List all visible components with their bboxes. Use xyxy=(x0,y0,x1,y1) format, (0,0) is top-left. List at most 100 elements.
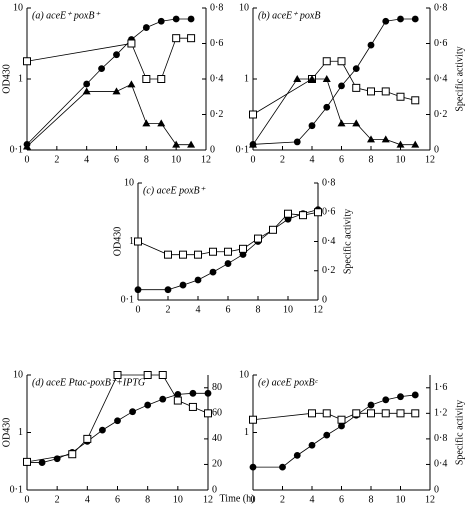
y-axis-label: OD430 xyxy=(112,227,123,256)
point xyxy=(314,208,322,217)
point xyxy=(299,211,307,220)
y2-tick-label: 0 xyxy=(434,484,439,495)
point xyxy=(204,409,212,418)
x-tick-label: 12 xyxy=(425,494,435,505)
x-tick-label: 6 xyxy=(339,494,344,505)
point xyxy=(352,65,360,73)
point xyxy=(381,87,390,96)
point xyxy=(411,140,420,148)
x-tick-label: 8 xyxy=(256,304,261,315)
y2-tick-label: 0 xyxy=(212,484,217,495)
point xyxy=(293,75,302,82)
point xyxy=(308,441,316,449)
point xyxy=(142,24,150,31)
x-tick-label: 10 xyxy=(173,494,183,505)
y-tick-label: 10 xyxy=(13,369,23,380)
point xyxy=(397,393,404,401)
y2-tick-label: 0 xyxy=(210,144,215,155)
y2-axis-label: Specific activity xyxy=(454,400,465,465)
point xyxy=(157,75,166,83)
point xyxy=(204,389,212,397)
x-tick-label: 8 xyxy=(369,154,374,165)
point xyxy=(337,415,346,424)
y2-tick-label: 0 xyxy=(322,294,327,305)
point xyxy=(381,135,390,143)
point xyxy=(284,209,292,218)
point xyxy=(249,463,257,471)
point xyxy=(187,34,196,43)
x-tick-label: 6 xyxy=(226,304,231,315)
y2-tick-label: 0·8 xyxy=(434,2,447,13)
point xyxy=(269,225,277,234)
point xyxy=(367,135,375,143)
y2-tick-label: 0·6 xyxy=(322,207,335,218)
x-tick-label: 0 xyxy=(251,154,256,165)
x-tick-label: 0 xyxy=(25,494,30,505)
point xyxy=(134,237,142,246)
panel-title: (b) aceE⁺ poxB xyxy=(258,10,320,21)
y2-tick-label: 0·4 xyxy=(210,73,223,84)
x-tick-label: 2 xyxy=(54,154,59,165)
y-tick-label: 1 xyxy=(244,427,249,438)
point xyxy=(172,34,181,43)
panel-title: (e) aceE poxBᶜ xyxy=(258,377,319,388)
panel-title: (a) aceE⁺ poxB⁺ xyxy=(32,10,100,21)
point xyxy=(187,15,195,23)
point xyxy=(173,396,182,405)
x-tick-label: 10 xyxy=(171,154,181,165)
point xyxy=(157,119,166,127)
y2-tick-label: 80 xyxy=(212,382,222,393)
point xyxy=(367,409,375,418)
x-tick-label: 2 xyxy=(55,494,60,505)
point xyxy=(172,15,180,23)
series-line xyxy=(252,78,416,146)
point xyxy=(129,408,136,416)
point xyxy=(411,96,420,105)
point xyxy=(159,395,167,403)
point xyxy=(134,286,142,294)
point xyxy=(142,75,151,83)
y2-tick-label: 20 xyxy=(212,459,222,470)
y2-tick-label: 40 xyxy=(212,433,222,444)
point xyxy=(23,142,31,150)
point xyxy=(224,247,232,256)
point xyxy=(279,463,286,471)
x-axis-label: Time (h) xyxy=(220,493,255,504)
point xyxy=(164,250,172,259)
y2-tick-label: 0 xyxy=(434,144,439,155)
x-tick-label: 10 xyxy=(283,304,293,315)
point xyxy=(224,260,232,267)
y-tick-label: 1 xyxy=(18,427,23,438)
x-tick-label: 0 xyxy=(251,494,256,505)
point xyxy=(382,396,390,404)
point xyxy=(179,250,187,259)
point xyxy=(254,234,262,243)
y2-tick-label: 1·6 xyxy=(434,382,447,393)
point xyxy=(397,15,404,23)
point xyxy=(352,83,361,92)
point xyxy=(194,276,202,284)
point xyxy=(322,57,331,66)
y-tick-label: 10 xyxy=(239,369,249,380)
panel-title: (c) aceE poxB⁺ xyxy=(143,185,206,196)
point xyxy=(144,401,152,409)
point xyxy=(113,51,120,59)
y2-tick-label: 0·2 xyxy=(210,109,223,120)
y2-tick-label: 0·8 xyxy=(434,433,447,444)
point xyxy=(411,391,419,399)
point xyxy=(367,87,375,96)
x-tick-label: 10 xyxy=(396,494,406,505)
y-tick-label: 10 xyxy=(239,2,249,13)
y-axis-label: OD430 xyxy=(1,418,12,447)
y2-tick-label: 0·8 xyxy=(322,177,335,188)
point xyxy=(337,57,346,66)
y-tick-label: 0·1 xyxy=(10,484,23,495)
point xyxy=(164,286,172,294)
x-tick-label: 8 xyxy=(144,154,149,165)
series-line xyxy=(26,83,192,147)
y2-axis-label: Specific activity xyxy=(342,209,353,274)
point xyxy=(209,247,217,256)
x-tick-label: 4 xyxy=(310,494,315,505)
point xyxy=(293,138,301,146)
series-line xyxy=(26,18,192,145)
